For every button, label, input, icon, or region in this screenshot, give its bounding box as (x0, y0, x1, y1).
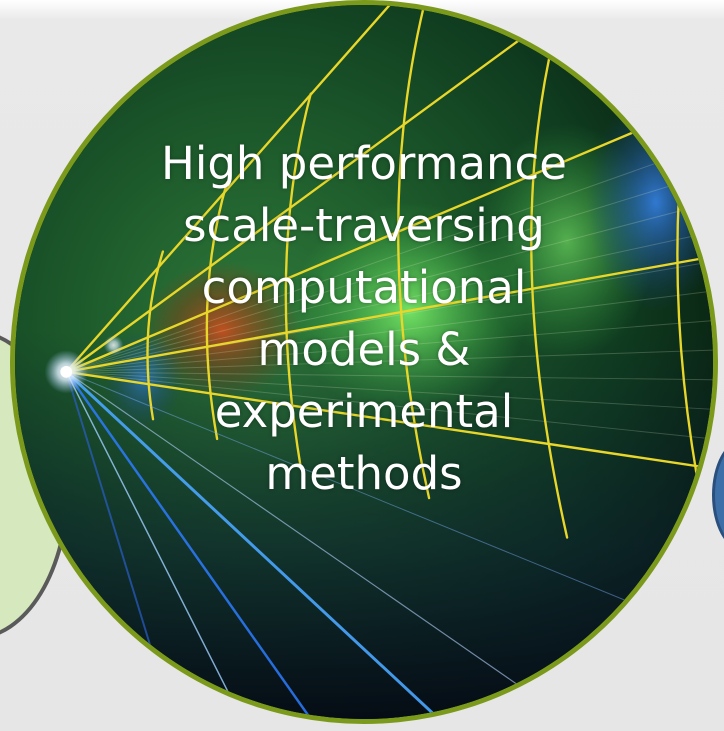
methods-circle-node: High performance scale-traversing comput… (10, 0, 718, 724)
caption-line: experimental (214, 385, 514, 438)
caption-line: methods (265, 447, 463, 500)
caption-line: computational (201, 261, 527, 314)
right-neighbor-node (712, 440, 724, 550)
caption-line: models & (257, 323, 471, 376)
caption-line: scale-traversing (183, 199, 545, 252)
circle-caption: High performance scale-traversing comput… (85, 133, 643, 505)
tunnel-grid-image (15, 5, 713, 719)
caption-line: High performance (161, 137, 567, 190)
